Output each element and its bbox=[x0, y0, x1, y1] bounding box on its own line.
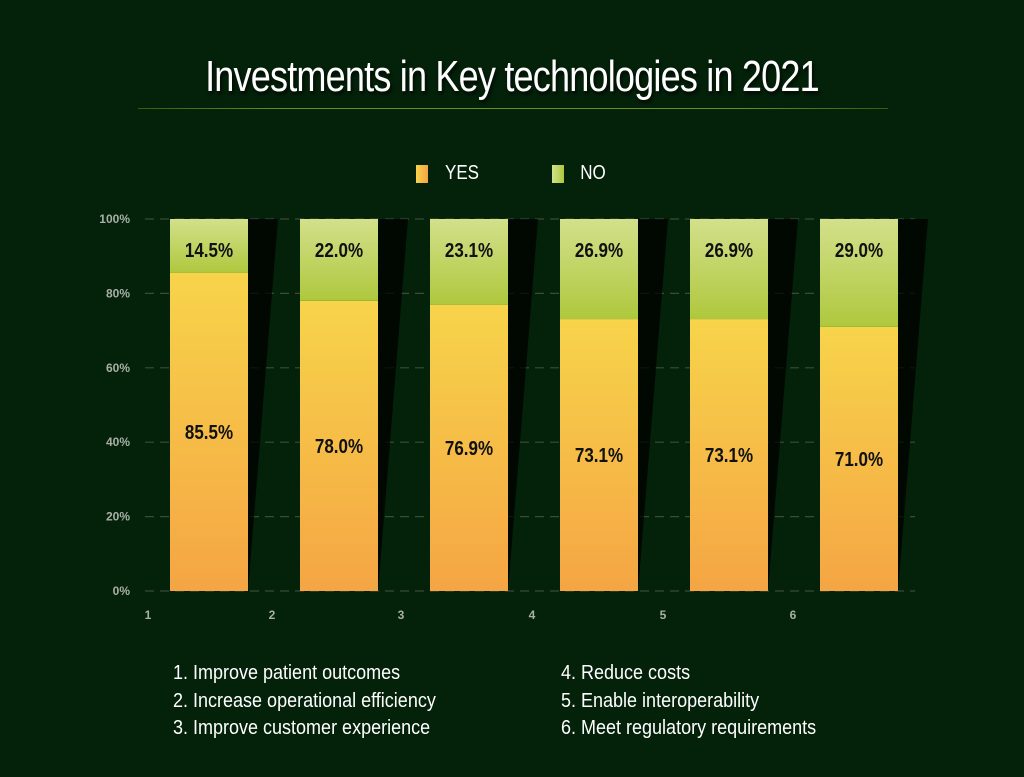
title-divider bbox=[138, 108, 888, 109]
data-label-no: 23.1% bbox=[445, 239, 493, 262]
y-tick-label: 100% bbox=[99, 212, 130, 226]
x-tick-label: 3 bbox=[398, 608, 405, 622]
bar-shadow bbox=[638, 219, 668, 591]
bar-yes bbox=[690, 319, 768, 591]
bar-no bbox=[560, 219, 638, 320]
category-legend-item: 3. Improve customer experience bbox=[173, 717, 431, 739]
x-tick-label: 1 bbox=[145, 608, 152, 622]
bar-no bbox=[820, 219, 898, 327]
data-label-no: 26.9% bbox=[575, 239, 623, 262]
legend-label-yes: YES bbox=[444, 162, 480, 184]
category-legend-item: 5. Enable interoperability bbox=[561, 689, 760, 712]
x-tick-label: 4 bbox=[529, 608, 536, 622]
y-tick-label: 20% bbox=[106, 510, 130, 524]
bar-yes bbox=[300, 300, 378, 591]
legend: YES NO bbox=[0, 162, 1024, 185]
bar-no bbox=[300, 219, 378, 301]
data-label-yes: 78.0% bbox=[315, 435, 363, 458]
bar-no bbox=[690, 219, 768, 320]
legend-swatch-yes bbox=[415, 164, 428, 183]
bar-shadow bbox=[378, 219, 408, 591]
chart-title: Investments in Key technologies in 2021 bbox=[205, 52, 820, 101]
data-label-yes: 73.1% bbox=[575, 444, 623, 467]
data-label-yes: 76.9% bbox=[445, 437, 493, 460]
data-label-no: 14.5% bbox=[185, 239, 233, 262]
y-tick-label: 40% bbox=[106, 435, 130, 449]
legend-item-no: NO bbox=[552, 162, 608, 185]
data-label-yes: 85.5% bbox=[185, 421, 233, 444]
category-legend-item: 2. Increase operational efficiency bbox=[173, 689, 436, 712]
category-legend-item: 4. Reduce costs bbox=[561, 662, 691, 684]
bar-yes bbox=[560, 319, 638, 591]
data-label-no: 26.9% bbox=[705, 239, 753, 262]
bar-shadow bbox=[898, 219, 928, 591]
data-label-yes: 71.0% bbox=[835, 448, 883, 471]
bar-yes bbox=[430, 304, 508, 591]
x-tick-label: 6 bbox=[790, 608, 797, 622]
bar-yes bbox=[170, 272, 248, 591]
category-legend-item: 1. Improve patient outcomes bbox=[173, 662, 401, 684]
bar-shadow bbox=[768, 219, 798, 591]
bar-no bbox=[430, 219, 508, 305]
y-tick-label: 0% bbox=[113, 584, 131, 598]
y-tick-label: 60% bbox=[106, 361, 130, 375]
bar-no bbox=[170, 219, 248, 273]
data-label-yes: 73.1% bbox=[705, 444, 753, 467]
x-tick-label: 2 bbox=[269, 608, 276, 622]
category-legend-left: 1. Improve patient outcomes 2. Increase … bbox=[173, 660, 465, 743]
data-label-no: 29.0% bbox=[835, 239, 883, 262]
x-tick-label: 5 bbox=[660, 608, 667, 622]
data-label-no: 22.0% bbox=[315, 239, 363, 262]
legend-item-yes: YES bbox=[415, 162, 482, 185]
bar-shadow bbox=[508, 219, 538, 591]
category-legend-item: 6. Meet regulatory requirements bbox=[561, 717, 817, 739]
y-tick-label: 80% bbox=[106, 286, 130, 300]
legend-swatch-no bbox=[552, 164, 565, 183]
legend-label-no: NO bbox=[580, 162, 606, 184]
bar-yes bbox=[820, 326, 898, 591]
bar-shadow bbox=[248, 219, 278, 591]
category-legend-right: 4. Reduce costs 5. Enable interoperabili… bbox=[561, 660, 844, 743]
